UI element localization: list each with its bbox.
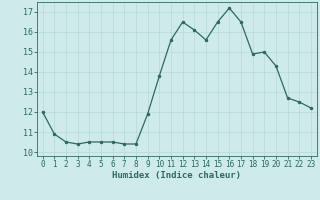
X-axis label: Humidex (Indice chaleur): Humidex (Indice chaleur): [112, 171, 241, 180]
